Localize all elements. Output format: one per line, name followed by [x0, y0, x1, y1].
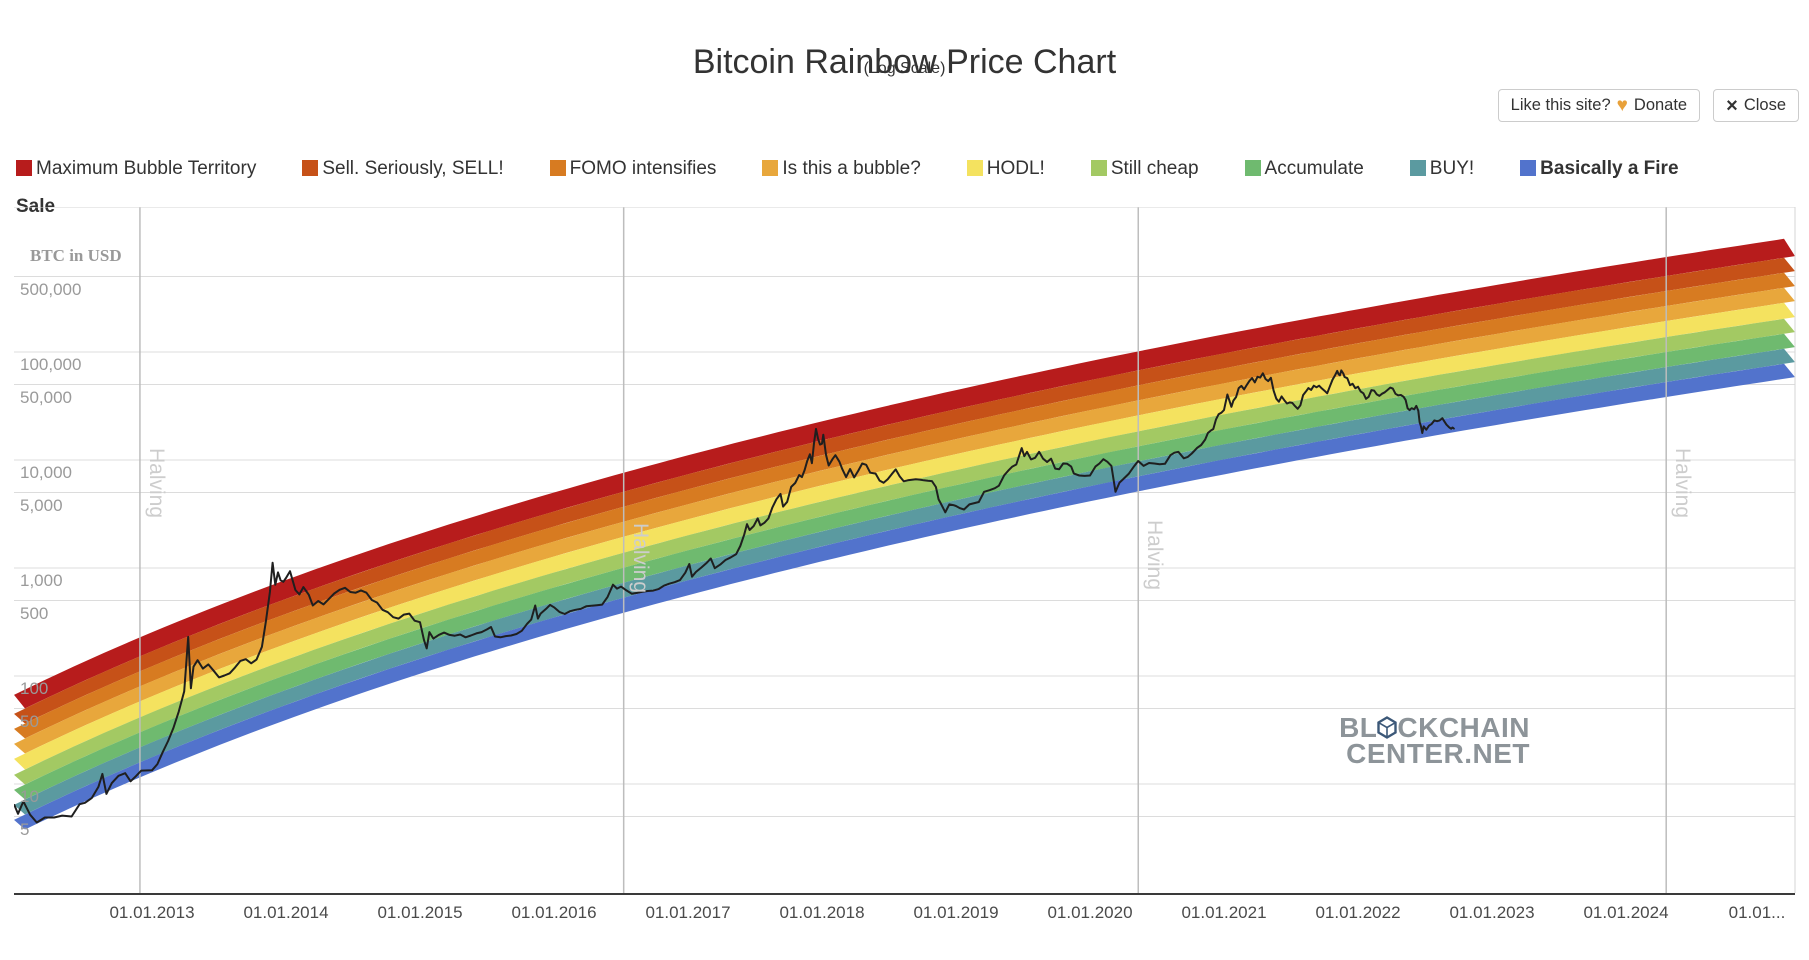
legend-swatch — [1244, 160, 1261, 176]
legend-swatch — [302, 160, 319, 176]
close-label: Close — [1743, 96, 1786, 114]
legend-label: BUY! — [1429, 158, 1475, 179]
legend-swatch — [16, 160, 32, 176]
page-title: Bitcoin Rainbow Price Chart — [692, 42, 1117, 81]
hexagon-cube-logo-icon — [1377, 716, 1398, 739]
legend-swatch — [549, 160, 566, 176]
legend-item-maximum-bubble-territory[interactable]: Maximum Bubble Territory — [16, 158, 256, 179]
legend-swatch — [966, 160, 983, 176]
chart-legend: Maximum Bubble Territory Sell. Seriously,… — [16, 150, 1761, 226]
legend-swatch — [762, 160, 779, 176]
heart-icon: ♥ — [1616, 95, 1628, 116]
legend-label: Still cheap — [1110, 158, 1199, 179]
legend-item-fomo-intensifies[interactable]: FOMO intensifies — [549, 158, 717, 179]
legend-swatch — [1409, 160, 1426, 176]
watermark-line1-suffix: CKCHAIN — [1397, 712, 1530, 743]
rainbow-chart-canvas — [14, 207, 1796, 895]
toolbar: Like this site? ♥ Donate × Close — [1497, 89, 1799, 122]
legend-item-still-cheap[interactable]: Still cheap — [1090, 158, 1199, 179]
legend-item-buy[interactable]: BUY! — [1409, 158, 1475, 179]
close-button[interactable]: × Close — [1713, 89, 1799, 122]
legend-item-accumulate[interactable]: Accumulate — [1244, 158, 1364, 179]
watermark-line1-prefix: BL — [1339, 712, 1378, 743]
legend-label: Sell. Seriously, SELL! — [322, 158, 504, 179]
donate-label: Donate — [1633, 96, 1688, 114]
watermark: BL CKCHAIN CENTER.NET — [1339, 712, 1530, 769]
donate-button[interactable]: Like this site? ♥ Donate — [1497, 89, 1701, 122]
legend-label: Accumulate — [1264, 158, 1364, 179]
legend-item-sell-seriously-sell[interactable]: Sell. Seriously, SELL! — [302, 158, 504, 179]
legend-item-is-this-a-bubble[interactable]: Is this a bubble? — [762, 158, 921, 179]
rainbow-chart-plot[interactable]: BTC in USD 500,000 100,000 50,000 10,000 5,00… — [0, 207, 1809, 960]
legend-label: FOMO intensifies — [569, 158, 717, 179]
legend-swatch — [1520, 160, 1537, 176]
donate-prefix-label: Like this site? — [1510, 96, 1611, 114]
page-subtitle: (Log Scale) — [863, 60, 946, 77]
close-icon: × — [1726, 94, 1738, 117]
legend-label: Maximum Bubble Territory — [36, 158, 257, 179]
legend-label: Is this a bubble? — [782, 158, 921, 179]
legend-swatch — [1090, 160, 1107, 176]
watermark-line2: CENTER.NET — [1346, 738, 1530, 769]
legend-label: HODL! — [986, 158, 1045, 179]
legend-item-hodl[interactable]: HODL! — [966, 158, 1045, 179]
